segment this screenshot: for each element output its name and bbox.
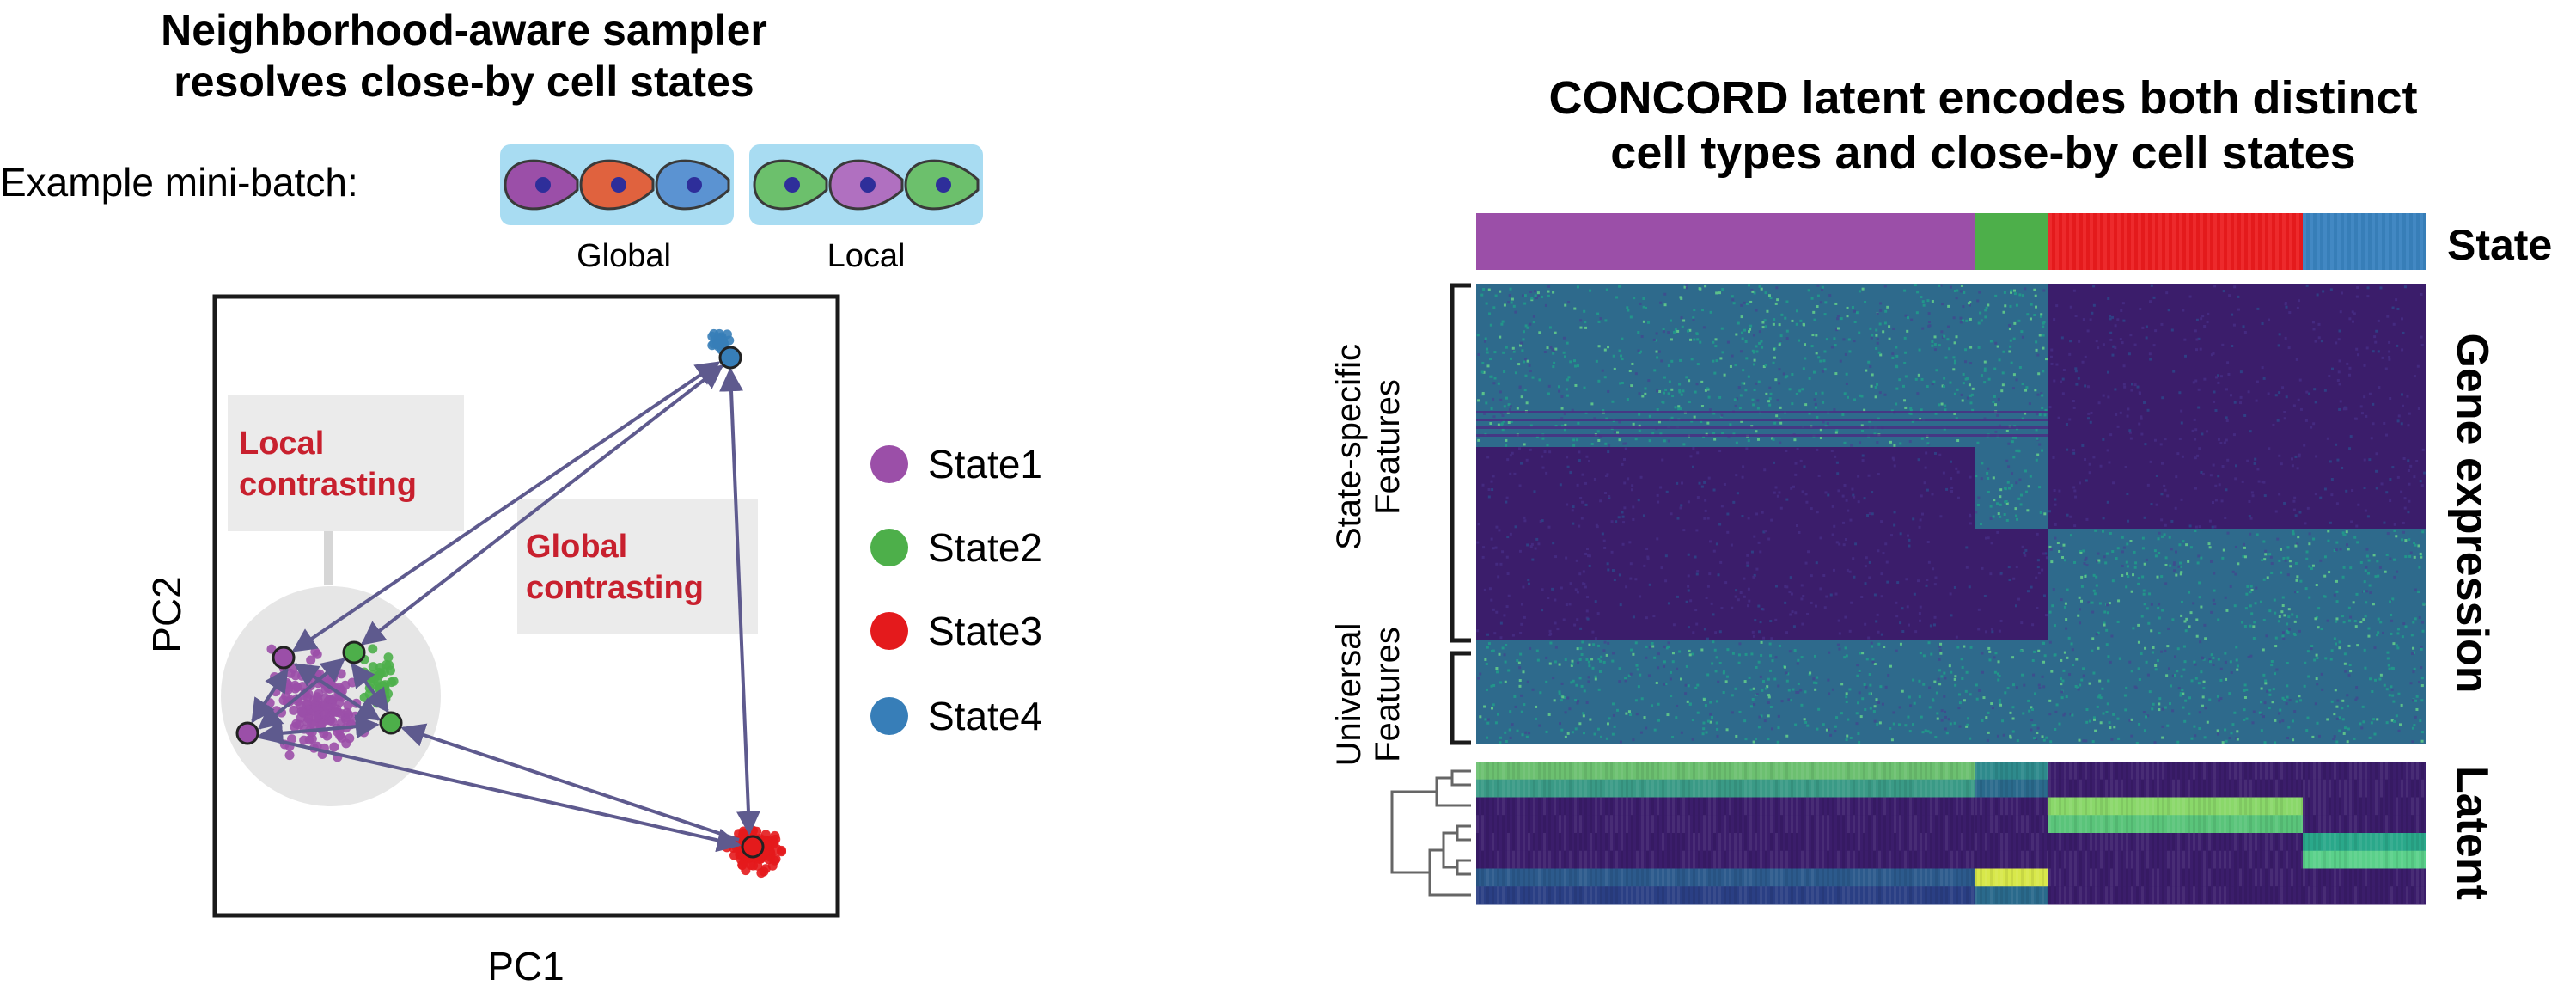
state-bar-state1 <box>1476 213 1975 270</box>
legend-label-state1: State1 <box>928 442 1042 487</box>
state-specific-bracket <box>1450 283 1471 643</box>
legend-swatch-state4 <box>870 697 908 735</box>
left-title-line2: resolves close-by cell states <box>174 58 754 106</box>
global-contrast-line2: contrasting <box>526 570 704 606</box>
state-bar <box>1476 213 2426 270</box>
anchor-cell-1 <box>272 646 296 670</box>
gene-expression-label: Gene expression <box>2447 333 2497 693</box>
legend-swatch-state1 <box>870 445 908 483</box>
arrow-state2-to-state4 <box>360 364 724 646</box>
anchor-cell-5 <box>741 835 765 859</box>
state-bar-state4 <box>2303 213 2426 270</box>
x-axis-label: PC1 <box>487 944 564 989</box>
local-contrast-line2: contrasting <box>239 467 417 503</box>
local-contrast-line1: Local <box>239 426 324 462</box>
global-batch-label: Global <box>577 238 671 274</box>
legend-swatch-state3 <box>870 612 908 650</box>
local-batch-label: Local <box>827 238 906 274</box>
legend-label-state3: State3 <box>928 609 1042 653</box>
batch-cell-global-1 <box>504 159 579 211</box>
latent-dendrogram <box>1390 769 1471 897</box>
y-axis-label: PC2 <box>144 576 189 652</box>
minibatch-label: Example mini-batch: <box>0 160 358 205</box>
arrow-state1-to-state3 <box>259 735 742 853</box>
right-title-line2: cell types and close-by cell states <box>1610 127 2355 179</box>
anchor-cell-3 <box>342 640 366 664</box>
state-bar-state2 <box>1975 213 2048 270</box>
contrast-arrows <box>251 361 760 853</box>
anchor-cell-6 <box>718 346 742 370</box>
universal-label-line1: Universal <box>1330 623 1368 767</box>
anchor-cell-4 <box>379 711 403 735</box>
state-specific-label-line1: State-specific <box>1330 344 1368 550</box>
arrow-state3-to-state2 <box>400 723 740 842</box>
state-legend: State1 State2 State3 State4 <box>870 442 1042 738</box>
batch-cell-local-3 <box>904 159 980 211</box>
state-bar-label: State <box>2447 221 2552 269</box>
batch-cell-global-3 <box>655 159 730 211</box>
legend-swatch-state2 <box>870 529 908 566</box>
right-title-line1: CONCORD latent encodes both distinct <box>1548 72 2417 124</box>
state-specific-label-line2: Features <box>1369 379 1407 515</box>
left-title-line1: Neighborhood-aware sampler <box>161 6 767 54</box>
legend-label-state2: State2 <box>928 525 1042 570</box>
legend-label-state4: State4 <box>928 694 1042 738</box>
batch-cell-local-2 <box>828 159 904 211</box>
universal-label-line2: Features <box>1369 627 1407 762</box>
arrow-local-4 <box>351 662 389 713</box>
arrow-local-5 <box>259 714 380 745</box>
batch-cell-global-2 <box>579 159 655 211</box>
gene-expression-heatmap <box>1476 284 2426 744</box>
global-contrast-box <box>517 499 758 634</box>
universal-bracket <box>1450 651 1471 745</box>
latent-label: Latent <box>2447 766 2497 900</box>
batch-cells <box>504 159 980 211</box>
latent-heatmap <box>1476 762 2426 905</box>
batch-cell-local-1 <box>753 159 828 211</box>
arrow-state4-to-state3 <box>719 367 760 836</box>
anchor-cells <box>235 346 765 859</box>
state-bar-state3 <box>2048 213 2303 270</box>
local-contrast-box <box>228 395 464 531</box>
global-contrast-line1: Global <box>526 529 627 565</box>
anchor-cell-2 <box>235 721 259 745</box>
